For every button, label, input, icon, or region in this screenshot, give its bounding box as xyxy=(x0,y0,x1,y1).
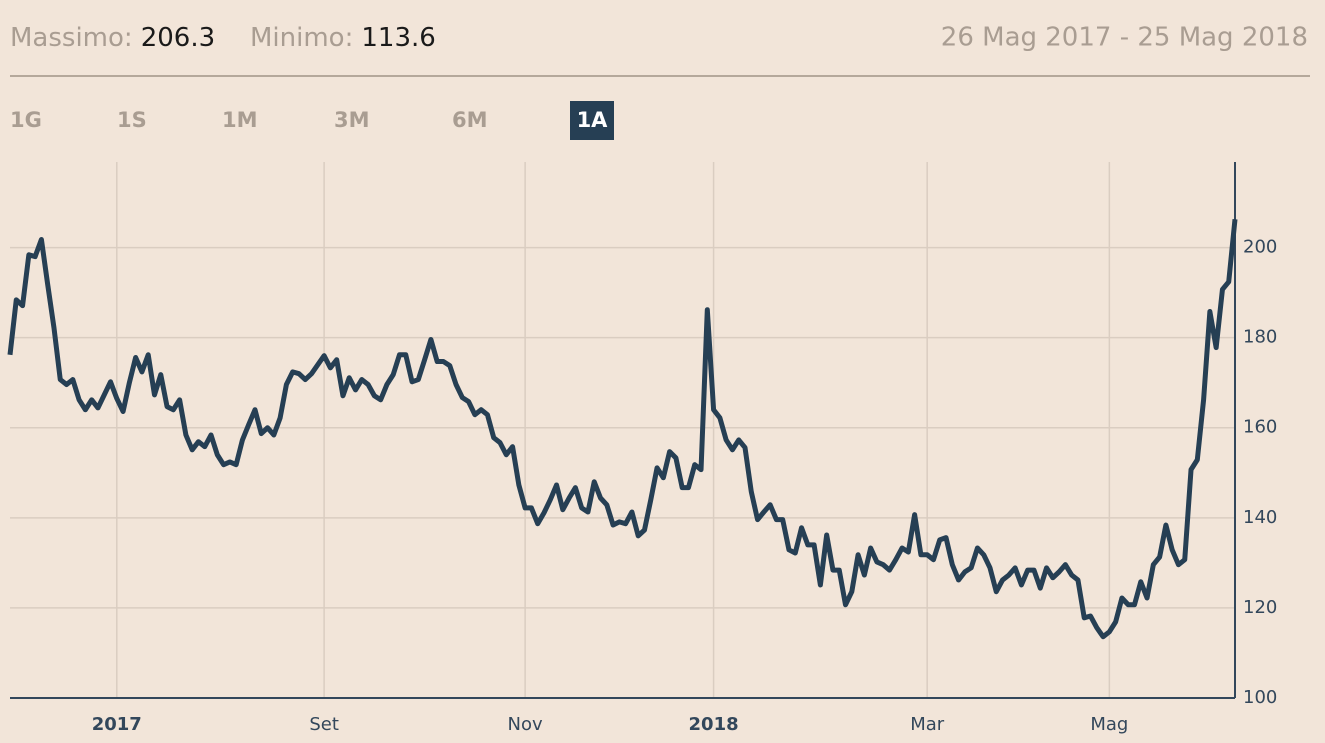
range-button[interactable]: 1M xyxy=(222,108,258,132)
chart: 2017 Set Nov 2018 Mar Mag 100 120 140 160 180 200 xyxy=(7,162,1277,735)
button-label[interactable]: 1A xyxy=(577,108,609,132)
min-label: Minimo: xyxy=(250,23,353,53)
range-button[interactable]: 1A xyxy=(570,101,614,140)
x-tick-label: 2018 xyxy=(689,714,739,735)
x-tick-label: 2017 xyxy=(92,714,142,735)
max-stat: Massimo: 206.3 xyxy=(10,23,215,53)
y-tick-label: 140 xyxy=(1243,507,1277,528)
y-tick-label: 120 xyxy=(1243,597,1277,618)
x-tick-label: Mag xyxy=(1090,714,1128,735)
range-button[interactable]: 3M xyxy=(334,108,370,132)
range-button[interactable]: 1S xyxy=(117,108,147,132)
min-value: 113.6 xyxy=(361,23,435,53)
price-line xyxy=(7,218,1238,640)
button-label[interactable]: 1G xyxy=(10,108,42,132)
y-tick-label: 180 xyxy=(1243,327,1277,348)
y-tick-label: 200 xyxy=(1243,237,1277,258)
range-button[interactable]: 6M xyxy=(452,108,488,132)
button-label[interactable]: 6M xyxy=(452,108,488,132)
button-label[interactable]: 1M xyxy=(222,108,258,132)
x-tick-label: Set xyxy=(309,714,339,735)
range-button[interactable]: 1G xyxy=(10,108,42,132)
x-tick-label: Mar xyxy=(910,714,945,735)
y-tick-label: 160 xyxy=(1243,417,1277,438)
button-label[interactable]: 1S xyxy=(117,108,147,132)
x-tick-label: Nov xyxy=(508,714,543,735)
max-label: Massimo: xyxy=(10,23,133,53)
min-stat: Minimo: 113.6 xyxy=(250,23,436,53)
y-tick-label: 100 xyxy=(1243,687,1277,708)
range-buttons: 1G 1S 1M 3M 6M 1A xyxy=(10,101,614,140)
date-range: 26 Mag 2017 - 25 Mag 2018 xyxy=(941,23,1308,53)
button-highlight xyxy=(570,101,614,140)
max-value: 206.3 xyxy=(141,23,215,53)
button-label[interactable]: 3M xyxy=(334,108,370,132)
